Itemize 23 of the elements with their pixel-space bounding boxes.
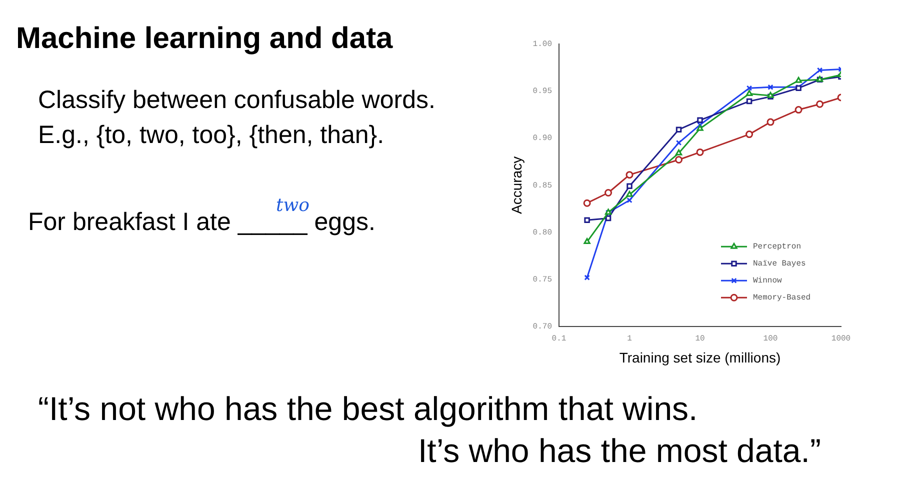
y-tick-label: 0.90 <box>532 134 552 144</box>
y-tick-label: 0.85 <box>532 181 552 190</box>
x-tick-label: 10 <box>695 334 705 344</box>
y-tick-label: 1.00 <box>532 40 552 49</box>
text: “It’s not who has the best algorithm that wins. <box>38 390 698 428</box>
legend-label: Winnow <box>753 276 782 286</box>
x-tick-label: 1 <box>627 334 632 344</box>
y-axis-title: Accuracy <box>508 156 524 214</box>
y-tick-label: 0.75 <box>532 276 552 285</box>
legend-label: Perceptron <box>753 242 802 252</box>
text: It’s who has the most data.” <box>418 432 821 470</box>
text: Classify between confusable words. <box>38 86 436 115</box>
x-tick-label: 1000 <box>831 334 851 344</box>
x-tick-label: 100 <box>763 334 778 344</box>
legend-label: Naïve Bayes <box>753 260 806 269</box>
text: Machine learning and data <box>16 22 393 56</box>
y-tick-label: 0.80 <box>532 228 552 238</box>
x-axis-title: Training set size (millions) <box>619 349 781 366</box>
legend-label: Memory-Based <box>753 294 811 303</box>
y-tick-label: 0.95 <box>532 87 552 96</box>
y-tick-label: 0.70 <box>532 322 552 332</box>
text: E.g., {to, two, too}, {then, than}. <box>38 121 384 150</box>
x-tick-label: 0.1 <box>552 334 566 344</box>
